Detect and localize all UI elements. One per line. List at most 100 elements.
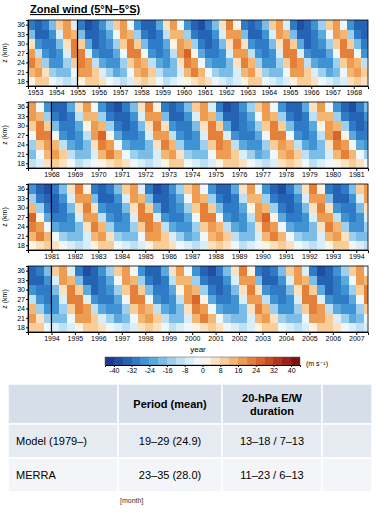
cell (184, 275, 192, 285)
cell (247, 323, 255, 332)
cell (134, 77, 141, 86)
cell (153, 130, 161, 140)
cell (114, 102, 122, 112)
tick-label: 21 (17, 315, 25, 322)
cell (145, 102, 153, 112)
x-tick: 1980 (326, 168, 342, 178)
cell (333, 102, 341, 112)
cell (161, 241, 169, 250)
cell (294, 184, 302, 194)
cell (59, 140, 67, 150)
cell (208, 130, 216, 140)
tick-label: -8 (182, 367, 188, 374)
cell (341, 102, 349, 112)
cell (347, 29, 354, 39)
cell (317, 294, 325, 304)
cell (71, 77, 78, 86)
cell (59, 121, 67, 131)
cell (192, 159, 200, 168)
cell (364, 231, 368, 241)
cell (233, 20, 241, 30)
cell (317, 130, 325, 140)
tick-label: 8 (219, 367, 223, 374)
cell (122, 285, 130, 295)
y-tick: 30 (17, 286, 28, 293)
cell (198, 29, 205, 39)
cell (169, 266, 177, 276)
cell (239, 149, 247, 159)
cell (134, 29, 141, 39)
cells (28, 184, 368, 250)
cell (290, 39, 297, 49)
cell (176, 266, 184, 276)
colorbar-frame (105, 357, 300, 365)
cell (231, 184, 239, 194)
cell (28, 111, 36, 121)
cell (278, 323, 286, 332)
cell (286, 203, 294, 213)
cell (309, 111, 317, 121)
x-tick: 1965 (283, 86, 299, 96)
cell (36, 102, 44, 112)
cell (349, 231, 357, 241)
cell (255, 58, 263, 68)
cell (231, 304, 239, 314)
cell (326, 48, 333, 58)
cell (44, 149, 52, 159)
cell (283, 58, 290, 68)
colorbar: -40-32-24-16-80816243240(m s⁻¹) (105, 357, 328, 374)
cell (145, 130, 153, 140)
tick-label: 1981 (349, 171, 365, 178)
cell (361, 58, 368, 68)
cell (208, 149, 216, 159)
cell (98, 193, 106, 203)
cell (325, 102, 333, 112)
cell (28, 313, 36, 323)
cell (262, 294, 270, 304)
cell (354, 20, 361, 30)
cell (36, 184, 44, 194)
tick-label: 24 (17, 223, 25, 230)
cell (317, 203, 325, 213)
tick-label: 1955 (70, 89, 86, 96)
cell (44, 212, 52, 222)
colorbar-swatch (105, 357, 114, 365)
cell (262, 29, 269, 39)
cell (302, 304, 310, 314)
cell (212, 39, 220, 49)
x-tick: 1990 (255, 250, 271, 260)
cell (278, 184, 286, 194)
tick-label: 0 (201, 367, 205, 374)
axis-line (26, 185, 29, 251)
cell (130, 121, 138, 131)
x-tick: 1983 (91, 250, 107, 260)
tick-label: 21 (17, 69, 25, 76)
cell (223, 285, 231, 295)
cell (283, 29, 290, 39)
tick-label: 1975 (208, 171, 224, 178)
cell (28, 58, 35, 68)
cell (349, 102, 357, 112)
cell (169, 140, 177, 150)
cell (233, 77, 241, 86)
cell (176, 212, 184, 222)
cell (106, 285, 114, 295)
x-tick: 1984 (115, 250, 131, 260)
colorbar-tick: 8 (219, 365, 223, 374)
cell (216, 285, 224, 295)
cell (333, 231, 341, 241)
cell (106, 193, 114, 203)
divider (51, 102, 52, 168)
cell (212, 58, 220, 68)
cell (49, 39, 56, 49)
cell (176, 275, 184, 285)
cell (304, 20, 311, 30)
cell (223, 184, 231, 194)
cell (294, 212, 302, 222)
cell (231, 149, 239, 159)
cell (59, 294, 67, 304)
cell (239, 130, 247, 140)
cell (269, 29, 276, 39)
cell (255, 203, 263, 213)
cell (138, 266, 146, 276)
